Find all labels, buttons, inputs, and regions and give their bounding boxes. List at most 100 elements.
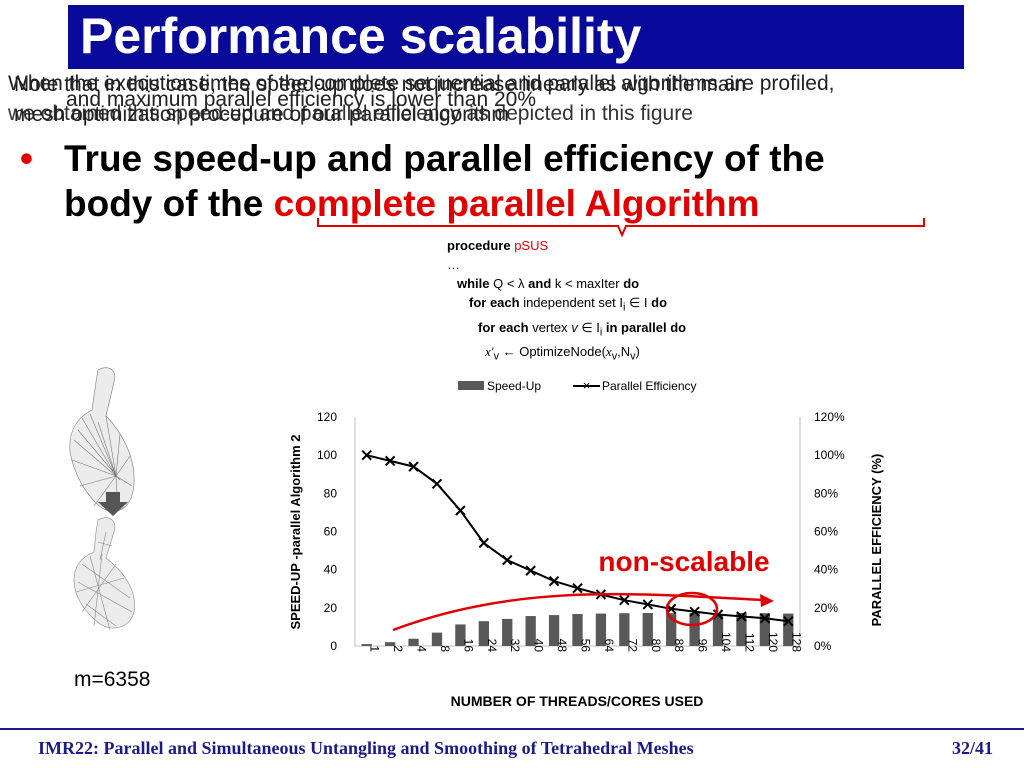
efficiency-point bbox=[408, 461, 419, 472]
y-tick-right-label: 0% bbox=[814, 639, 832, 653]
bullet-line-1: True speed-up and parallel efficiency of… bbox=[64, 138, 825, 179]
overlap-line-1: When the execution times of the complete… bbox=[8, 72, 835, 95]
overlap-line-4: mesh optimization procedure of our paral… bbox=[14, 103, 509, 126]
x-tick-label: 112 bbox=[742, 633, 756, 652]
legend-efficiency-marker: × bbox=[583, 378, 591, 393]
y-tick-right-label: 100% bbox=[814, 448, 845, 462]
y-axis-right-label: PARALLEL EFFICIENCY (%) bbox=[869, 454, 884, 627]
y-tick-left-label: 20 bbox=[324, 601, 338, 615]
efficiency-point bbox=[525, 565, 536, 576]
speedup-bar bbox=[712, 613, 724, 646]
speedup-bar bbox=[783, 613, 794, 646]
efficiency-point bbox=[642, 599, 653, 610]
x-tick-label: 128 bbox=[789, 632, 803, 652]
efficiency-point bbox=[759, 613, 771, 624]
speedup-bar bbox=[478, 621, 489, 646]
proc-line-4: for each independent set Ii ∈ I do bbox=[469, 295, 668, 314]
x-tick-label: 96 bbox=[696, 639, 710, 653]
x-tick-label: 2 bbox=[391, 645, 405, 652]
x-tick-label: 24 bbox=[485, 639, 499, 653]
proc-line-2: … bbox=[447, 257, 460, 272]
speedup-bar bbox=[525, 616, 536, 646]
x-tick-label: 1 bbox=[368, 645, 382, 652]
bullet-highlight: complete parallel Algorithm bbox=[273, 183, 760, 224]
y-tick-left-label: 40 bbox=[324, 563, 338, 577]
y-tick-right-label: 120% bbox=[814, 410, 845, 424]
efficiency-point bbox=[478, 537, 490, 549]
efficiency-point bbox=[361, 449, 372, 461]
legend: Speed-Up × Parallel Efficiency bbox=[458, 378, 697, 393]
brace-icon bbox=[317, 218, 925, 238]
bullet-prefix: body of the bbox=[64, 183, 274, 224]
speedup-bar bbox=[619, 613, 630, 646]
efficiency-point bbox=[689, 606, 700, 617]
speedup-bar bbox=[502, 618, 513, 646]
highlight-circle-icon bbox=[665, 591, 719, 627]
speedup-bar bbox=[666, 613, 677, 646]
x-tick-label: 40 bbox=[532, 639, 546, 653]
efficiency-point bbox=[502, 554, 513, 566]
y-tick-right-label: 40% bbox=[814, 563, 838, 577]
speedup-bar bbox=[689, 612, 700, 646]
efficiency-point bbox=[572, 582, 583, 594]
y-tick-left-label: 100 bbox=[317, 448, 337, 462]
efficiency-point bbox=[736, 611, 747, 622]
footer-divider bbox=[0, 728, 1024, 730]
speedup-bar bbox=[759, 613, 771, 646]
x-axis-label: NUMBER OF THREADS/CORES USED bbox=[451, 693, 704, 709]
proc-line-5: for each vertex v ∈ Ii in parallel do bbox=[478, 319, 687, 339]
speedup-bar bbox=[642, 612, 653, 646]
y-tick-right-label: 20% bbox=[814, 601, 838, 615]
speedup-bar bbox=[548, 615, 560, 646]
x-tick-label: 8 bbox=[438, 645, 452, 652]
legend-speedup-swatch bbox=[458, 381, 484, 390]
speedup-bar bbox=[361, 644, 372, 646]
speedup-bar bbox=[384, 642, 396, 646]
x-tick-label: 16 bbox=[461, 639, 475, 653]
overlap-line-5: and maximum parallel efficiency is lower… bbox=[66, 88, 536, 111]
x-tick-label: 48 bbox=[555, 639, 569, 653]
tangled-mesh-icon bbox=[69, 367, 135, 512]
bullet-dot-icon: • bbox=[20, 138, 33, 179]
down-arrow-icon bbox=[98, 492, 128, 516]
bullet-line-2: body of the complete parallel Algorithm bbox=[64, 181, 760, 226]
title-bar: Performance scalability bbox=[68, 5, 964, 69]
efficiency-point bbox=[619, 594, 630, 606]
x-tick-label: 32 bbox=[508, 639, 522, 653]
untangled-mesh-icon bbox=[73, 517, 135, 630]
y-axis-left-label: SPEED-UP -parallel Algorithm 2 bbox=[288, 434, 303, 629]
efficiency-point bbox=[384, 455, 396, 467]
proc-line-3: while Q < λ and k < maxIter do bbox=[457, 276, 640, 291]
x-tick-label: 88 bbox=[672, 639, 686, 653]
y-tick-right-label: 60% bbox=[814, 525, 838, 539]
efficiency-point bbox=[431, 478, 443, 489]
efficiency-point bbox=[783, 615, 794, 627]
y-tick-left-label: 0 bbox=[330, 639, 337, 653]
footer-title: IMR22: Parallel and Simultaneous Untangl… bbox=[38, 738, 694, 758]
x-tick-label: 64 bbox=[602, 639, 616, 653]
x-tick-label: 120 bbox=[766, 632, 780, 652]
efficiency-line bbox=[366, 454, 789, 623]
speedup-bar bbox=[572, 613, 583, 646]
proc-line-6: x'v ← OptimizeNode(xv,Nv) bbox=[485, 344, 640, 363]
mesh-size-label: m=6358 bbox=[74, 668, 151, 691]
speedup-bar bbox=[736, 612, 747, 646]
speedup-bar bbox=[595, 613, 607, 646]
y-tick-left-label: 120 bbox=[317, 410, 337, 424]
procedure-block: procedure pSUS … while Q < λ and k < max… bbox=[447, 236, 686, 367]
speedup-bar bbox=[431, 632, 443, 646]
non-scalable-label: non-scalable bbox=[598, 546, 769, 577]
x-tick-label: 4 bbox=[415, 645, 429, 652]
speedup-bar bbox=[408, 638, 419, 646]
trend-arrowhead-icon bbox=[760, 594, 774, 607]
x-tick-label: 104 bbox=[719, 632, 733, 652]
page-number: 32/41 bbox=[952, 738, 994, 758]
trend-arrow-icon bbox=[392, 592, 765, 632]
mesh-illustration bbox=[69, 367, 135, 630]
proc-line-1: procedure pSUS bbox=[447, 238, 549, 253]
speedup-bar bbox=[455, 624, 466, 646]
legend-speedup-label: Speed-Up bbox=[487, 379, 541, 393]
